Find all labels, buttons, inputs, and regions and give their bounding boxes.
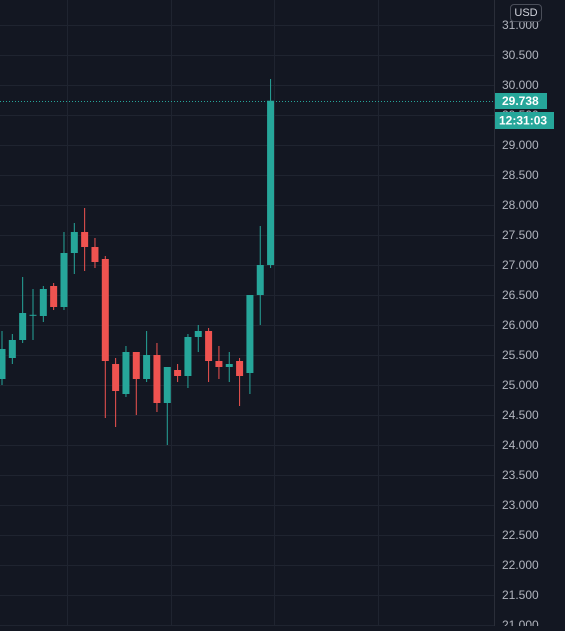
candle-up: [246, 295, 254, 394]
candle-body: [132, 352, 140, 379]
candle-body: [184, 337, 192, 376]
candle-body: [70, 232, 78, 253]
candle-body: [29, 314, 37, 316]
candle-body: [19, 313, 27, 340]
candle-down: [50, 283, 58, 310]
y-tick-label: 25.000: [502, 378, 539, 392]
y-tick-label: 22.500: [502, 528, 539, 542]
candle-down: [174, 364, 182, 382]
candle-up: [70, 223, 78, 274]
candle-body: [0, 349, 6, 379]
currency-button[interactable]: USD: [510, 4, 542, 22]
candle-body: [60, 253, 68, 307]
candle-up: [256, 226, 264, 325]
y-tick-label: 24.000: [502, 438, 539, 452]
candle-body: [81, 232, 89, 247]
y-tick-label: 25.500: [502, 348, 539, 362]
countdown-label: 12:31:03: [499, 114, 547, 128]
y-tick-label: 21.000: [502, 618, 539, 626]
axis-labels: 31.00030.50030.00029.50029.00028.50028.0…: [495, 18, 554, 631]
candle-down: [132, 352, 140, 415]
y-tick-label: 29.000: [502, 138, 539, 152]
candle-down: [205, 328, 213, 382]
y-tick-label: 23.000: [502, 498, 539, 512]
candle-body: [205, 331, 213, 361]
candle-down: [81, 208, 89, 271]
y-tick-label: 21.500: [502, 588, 539, 602]
y-tick-label: 27.000: [502, 258, 539, 272]
countdown-tag: [495, 112, 554, 129]
candle-body: [246, 295, 254, 373]
candle-up: [60, 232, 68, 310]
candle-body: [236, 361, 244, 376]
candle-down: [112, 358, 120, 427]
candle-body: [143, 355, 151, 379]
candle-body: [194, 331, 202, 337]
candle-up: [225, 352, 233, 382]
candle-up: [19, 277, 27, 343]
candle-body: [174, 370, 182, 376]
candle-up: [39, 286, 47, 322]
candle-up: [0, 331, 6, 385]
candle-up: [184, 334, 192, 388]
candle-body: [39, 289, 47, 316]
y-tick-label: 26.500: [502, 288, 539, 302]
candle-body: [91, 247, 99, 262]
candle-up: [267, 79, 275, 268]
y-tick-label: 30.500: [502, 48, 539, 62]
candle-body: [8, 340, 16, 358]
candle-up: [163, 367, 171, 445]
candle-body: [153, 355, 161, 403]
last-price-label: 29.738: [502, 94, 539, 108]
candle-up: [122, 346, 130, 397]
candle-down: [153, 343, 161, 412]
candle-up: [194, 325, 202, 352]
candles: [0, 79, 275, 445]
candle-up: [29, 289, 37, 340]
candle-down: [101, 256, 109, 418]
candle-body: [122, 352, 130, 394]
candle-body: [215, 361, 223, 367]
candle-body: [101, 259, 109, 361]
candle-up: [143, 331, 151, 382]
y-tick-label: 30.000: [502, 78, 539, 92]
grid-lines: [0, 0, 494, 626]
y-tick-label: 26.000: [502, 318, 539, 332]
candle-up: [8, 334, 16, 364]
y-tick-label: 27.500: [502, 228, 539, 242]
y-tick-label: 24.500: [502, 408, 539, 422]
y-tick-label: 28.000: [502, 198, 539, 212]
candle-down: [215, 346, 223, 379]
y-tick-label: 28.500: [502, 168, 539, 182]
candle-down: [236, 358, 244, 406]
candle-body: [225, 364, 233, 367]
candle-body: [112, 364, 120, 391]
candle-body: [163, 367, 171, 403]
candle-down: [91, 238, 99, 268]
candle-body: [50, 286, 58, 307]
last-price-tag: [495, 93, 547, 109]
candle-body: [267, 100, 275, 265]
y-tick-label: 22.000: [502, 558, 539, 572]
y-tick-label: 23.500: [502, 468, 539, 482]
candle-body: [256, 265, 264, 295]
